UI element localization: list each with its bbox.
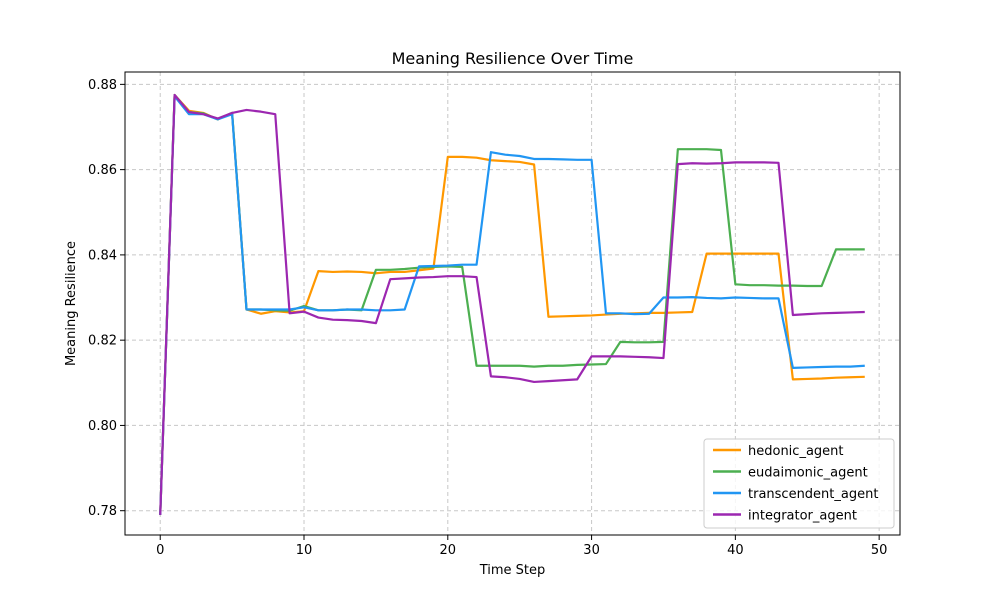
series-lines [159,93,865,515]
y-axis-title: Meaning Resilience [64,241,79,366]
x-tick-label: 10 [296,543,313,558]
legend-label: eudaimonic_agent [748,466,868,481]
x-tick-label: 30 [583,543,600,558]
y-tick-label: 0.82 [88,334,117,349]
legend-box [703,438,895,529]
axis-ticks: 0 10 20 30 40 50 0.78 0.80 0.82 0.84 0.86 0.88 [88,78,887,558]
chart-title: Meaning Resilience Over Time [392,49,634,68]
x-axis-title: Time Step [479,563,546,578]
x-tick-label: 50 [871,543,888,558]
legend: hedonic_agent eudaimonic_agent transcenden… [703,438,895,529]
x-tick-label: 20 [440,543,457,558]
legend-label: hedonic_agent [748,444,844,459]
plot-area-frame [124,71,901,536]
y-tick-label: 0.88 [88,78,117,93]
grid-lines [125,72,900,535]
legend-label: integrator_agent [748,509,857,524]
y-tick-label: 0.84 [88,248,117,263]
x-tick-label: 0 [156,543,164,558]
y-tick-label: 0.80 [88,419,117,434]
y-tick-label: 0.86 [88,163,117,178]
y-tick-label: 0.78 [88,504,117,519]
legend-label: transcendent_agent [748,487,878,502]
x-tick-label: 40 [727,543,744,558]
series-line-integrator-agent [159,93,865,515]
series-line-transcendent-agent [159,95,865,515]
